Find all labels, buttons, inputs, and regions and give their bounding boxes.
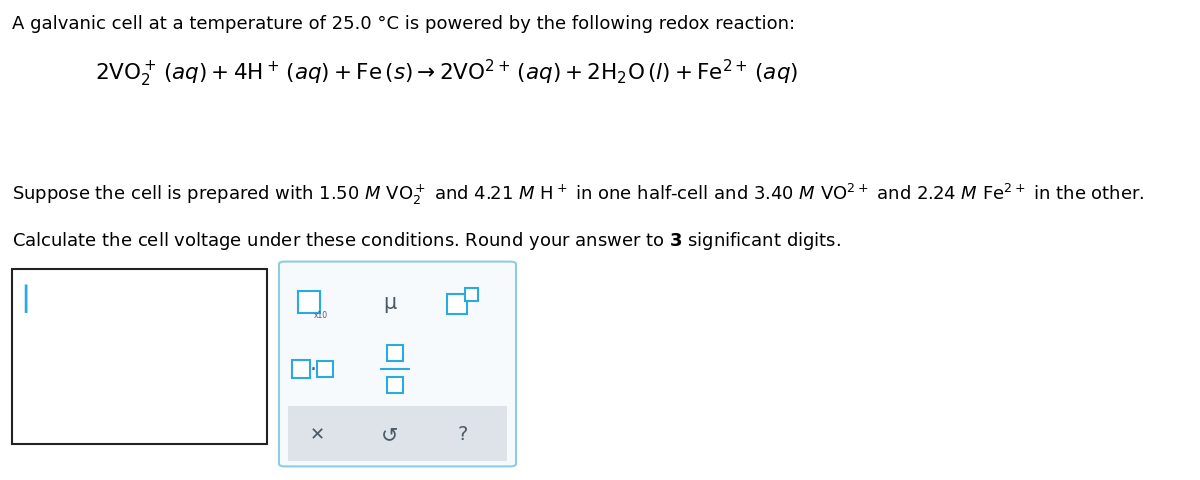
Text: ↺: ↺ <box>382 424 398 444</box>
Text: ▏: ▏ <box>24 283 46 312</box>
Text: Suppose the cell is prepared with 1.50 $M$ $\mathrm{VO}_2^+$ and 4.21 $M$ $\math: Suppose the cell is prepared with 1.50 $… <box>12 181 1145 207</box>
Text: μ: μ <box>383 292 397 312</box>
Text: ?: ? <box>458 425 468 444</box>
Text: A galvanic cell at a temperature of 25.0 °C is powered by the following redox re: A galvanic cell at a temperature of 25.0… <box>12 15 796 33</box>
Text: ✕: ✕ <box>310 425 324 443</box>
Text: x10: x10 <box>314 311 328 319</box>
Text: Calculate the cell voltage under these conditions. Round your answer to $\mathbf: Calculate the cell voltage under these c… <box>12 229 841 252</box>
Text: ·: · <box>310 359 317 379</box>
Text: $2\mathrm{VO}_2^+\,(aq) + 4\mathrm{H}^+\,(aq) + \mathrm{Fe}\,(s)\rightarrow 2\ma: $2\mathrm{VO}_2^+\,(aq) + 4\mathrm{H}^+\… <box>95 58 798 89</box>
